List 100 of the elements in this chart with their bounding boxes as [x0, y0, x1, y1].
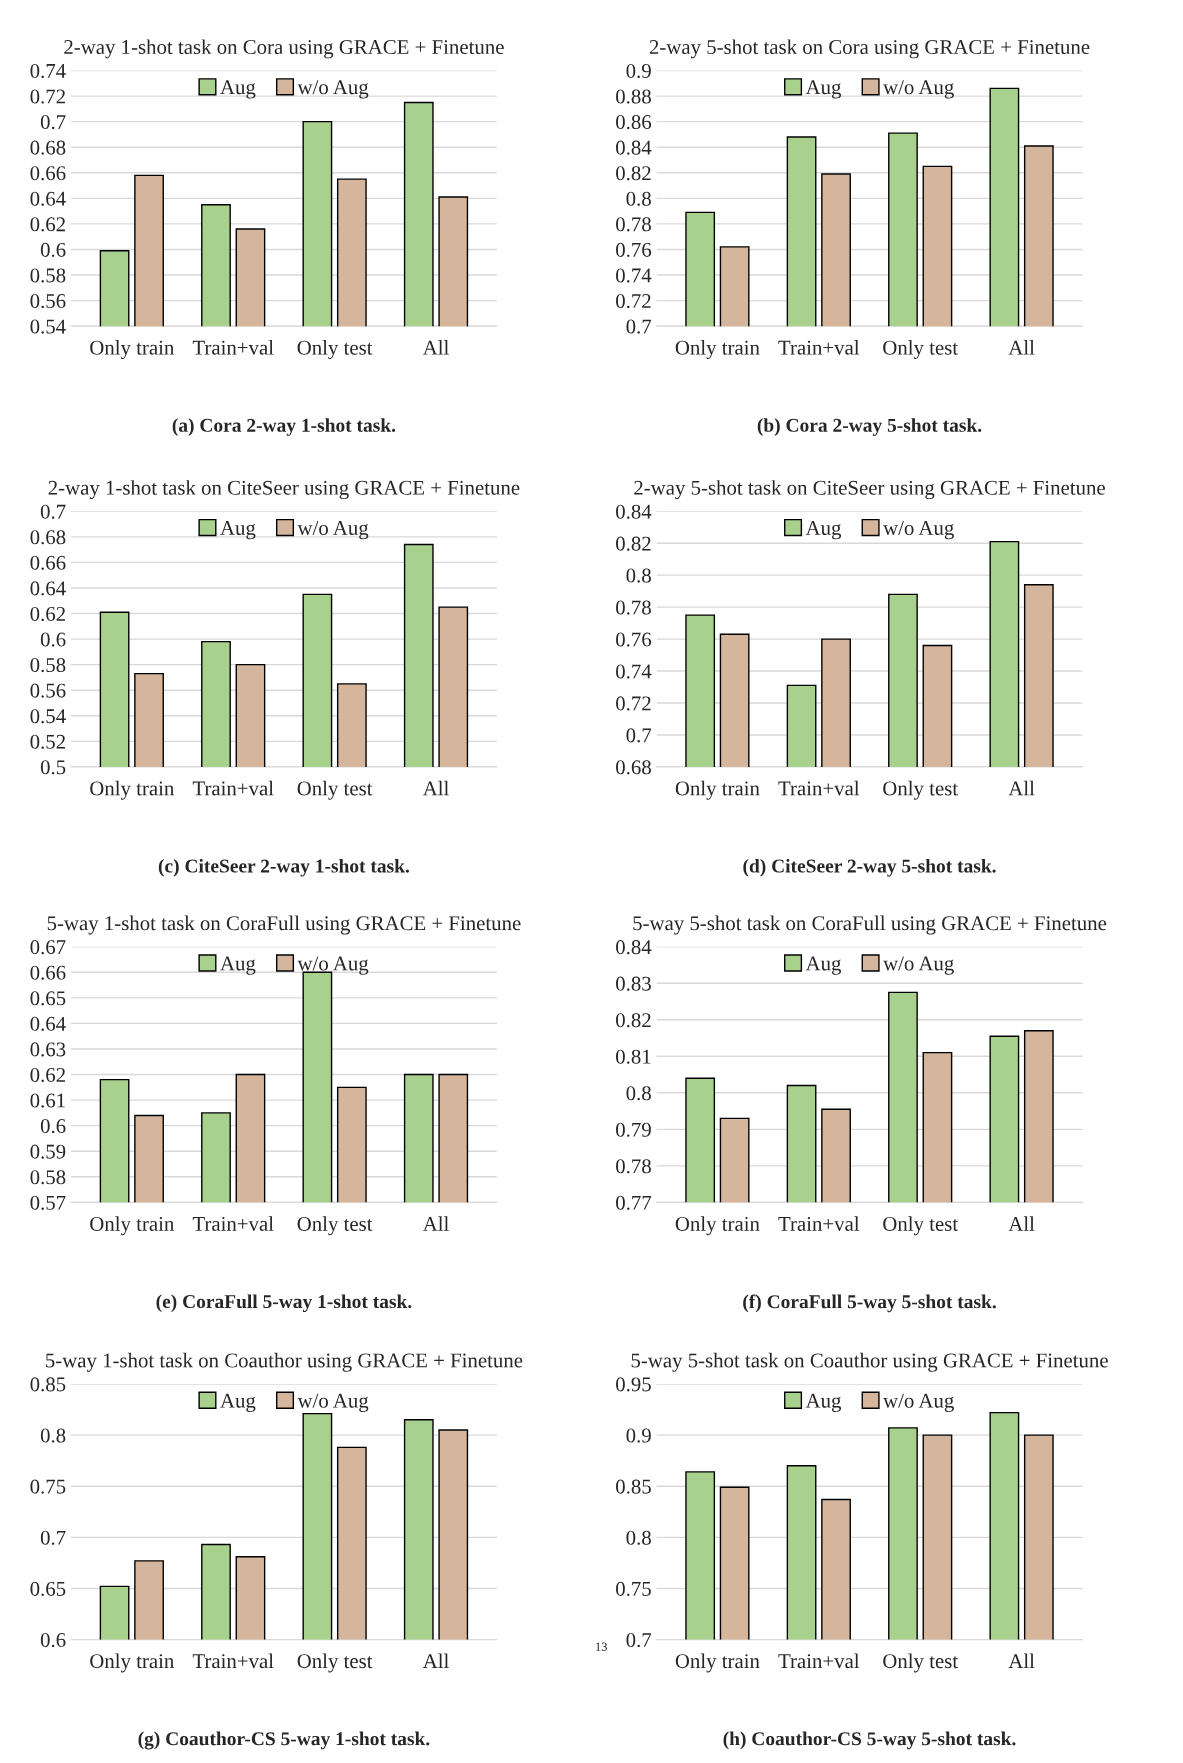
legend-label: Aug [220, 1393, 256, 1412]
chart-title: 5-way 1-shot task on Coauthor using GRACE + Finetune [46, 1352, 523, 1372]
y-tick-label: 0.58 [30, 658, 66, 673]
y-tick-label: 0.68 [616, 760, 651, 775]
y-tick-label: 0.5 [40, 760, 66, 775]
x-tick-label: All [422, 1216, 449, 1231]
x-tick-label: All [1008, 1653, 1035, 1668]
x-tick-label: Only test [883, 780, 958, 800]
legend-label: w/o Aug [297, 80, 369, 99]
chart-title: 2-way 5-shot task on Cora using GRACE + Finetune [649, 39, 1090, 59]
x-tick-label: Train+val [778, 780, 860, 796]
y-tick-label: 0.72 [616, 293, 651, 309]
y-tick-label: 0.7 [40, 1530, 66, 1545]
y-tick-label: 0.78 [616, 600, 651, 615]
legend-label: w/o Aug [883, 521, 954, 540]
y-tick-label: 0.75 [616, 1581, 651, 1596]
text: (a) Cora 2-way 1-shot task. [172, 418, 396, 436]
y-tick-label: 0.66 [30, 965, 66, 980]
chart-title: 2-way 1-shot task on Cora using GRACE + Finetune [64, 39, 504, 59]
y-tick-label: 0.74 [616, 664, 652, 679]
y-tick-label: 0.79 [616, 1122, 651, 1137]
chart-title: 5-way 5-shot task on Coauthor using GRACE + Finetune [631, 1352, 1108, 1372]
y-tick-label: 0.56 [30, 293, 66, 309]
legend-label: Aug [805, 80, 842, 99]
text: (d) CiteSeer 2-way 5-shot task. [743, 858, 996, 877]
x-tick-label: Train+val [778, 1653, 860, 1669]
x-tick-label: Only train [90, 1653, 175, 1673]
x-tick-label: Train+val [192, 1653, 274, 1669]
y-tick-label: 0.74 [616, 268, 652, 283]
y-tick-label: 0.86 [616, 115, 652, 130]
legend-label: Aug [220, 521, 256, 540]
x-tick-label: Train+val [192, 1216, 274, 1231]
y-tick-label: 0.64 [30, 581, 66, 596]
x-tick-label: Only train [90, 780, 175, 800]
y-tick-label: 0.52 [30, 734, 65, 749]
x-tick-label: All [1008, 340, 1035, 355]
y-tick-label: 0.6 [40, 1632, 66, 1648]
y-tick-label: 0.9 [626, 63, 651, 79]
y-tick-label: 0.82 [616, 536, 651, 551]
y-tick-label: 0.76 [616, 242, 652, 257]
y-tick-label: 0.82 [616, 1013, 651, 1028]
y-tick-label: 0.66 [30, 555, 66, 570]
chart-title: 5-way 5-shot task on CoraFull using GRACE + Finetune [633, 915, 1107, 935]
x-tick-label: Only train [90, 340, 175, 359]
y-tick-label: 0.62 [30, 606, 65, 622]
text: 13 [596, 1642, 607, 1651]
text: (e) CoraFull 5-way 1-shot task. [156, 1294, 412, 1313]
y-tick-label: 0.67 [30, 940, 66, 955]
y-tick-label: 0.7 [626, 1632, 652, 1648]
y-tick-label: 0.8 [626, 191, 651, 206]
y-tick-label: 0.59 [30, 1144, 66, 1159]
x-tick-label: All [422, 780, 449, 796]
x-tick-label: Only test [883, 1653, 958, 1673]
y-tick-label: 0.61 [30, 1093, 65, 1108]
y-tick-label: 0.68 [30, 530, 66, 545]
y-tick-label: 0.62 [30, 217, 65, 232]
x-tick-label: All [1008, 1216, 1035, 1231]
x-tick-label: Only test [297, 1653, 373, 1673]
legend-label: w/o Aug [297, 956, 369, 975]
x-tick-label: Train+val [192, 780, 274, 796]
y-tick-label: 0.64 [30, 1016, 66, 1031]
x-tick-label: Only test [297, 780, 373, 800]
y-tick-label: 0.72 [616, 696, 651, 711]
x-tick-label: Only train [90, 1216, 175, 1236]
chart-title: 5-way 1-shot task on CoraFull using GRACE + Finetune [47, 915, 521, 935]
y-tick-label: 0.54 [30, 319, 66, 334]
y-tick-label: 0.75 [30, 1479, 66, 1494]
y-tick-label: 0.8 [40, 1428, 66, 1443]
text: (g) Coauthor-CS 5-way 1-shot task. [138, 1731, 430, 1750]
y-tick-label: 0.7 [40, 504, 66, 519]
y-tick-label: 0.81 [616, 1049, 651, 1064]
x-tick-label: Train+val [192, 340, 274, 355]
y-tick-label: 0.7 [626, 319, 652, 334]
x-tick-label: Only train [675, 340, 760, 359]
legend-label: w/o Aug [883, 80, 954, 99]
x-tick-label: Only test [883, 340, 958, 359]
y-tick-label: 0.84 [616, 940, 652, 955]
y-tick-label: 0.88 [616, 89, 651, 104]
text: (f) CoraFull 5-way 5-shot task. [743, 1294, 996, 1313]
y-tick-label: 0.84 [616, 504, 652, 519]
y-tick-label: 0.83 [616, 976, 651, 991]
x-tick-label: Only train [675, 1216, 760, 1236]
x-tick-label: All [422, 340, 449, 355]
legend-label: Aug [220, 956, 256, 975]
x-tick-label: Train+val [778, 1216, 860, 1231]
x-tick-label: Train+val [778, 340, 860, 355]
x-tick-label: All [422, 1653, 449, 1668]
chart-title: 2-way 1-shot task on CiteSeer using GRACE + Finetune [48, 480, 520, 500]
y-tick-label: 0.78 [616, 1159, 651, 1174]
y-tick-label: 0.9 [626, 1428, 651, 1443]
y-tick-label: 0.54 [30, 709, 66, 724]
y-tick-label: 0.6 [40, 1119, 66, 1134]
y-tick-label: 0.77 [616, 1195, 652, 1210]
y-tick-label: 0.63 [30, 1042, 66, 1057]
text: (b) Cora 2-way 5-shot task. [757, 418, 982, 436]
y-tick-label: 0.65 [30, 1581, 66, 1596]
y-tick-label: 0.95 [616, 1377, 651, 1392]
y-tick-label: 0.58 [30, 268, 66, 283]
y-tick-label: 0.7 [40, 115, 66, 130]
legend-label: w/o Aug [297, 521, 369, 540]
